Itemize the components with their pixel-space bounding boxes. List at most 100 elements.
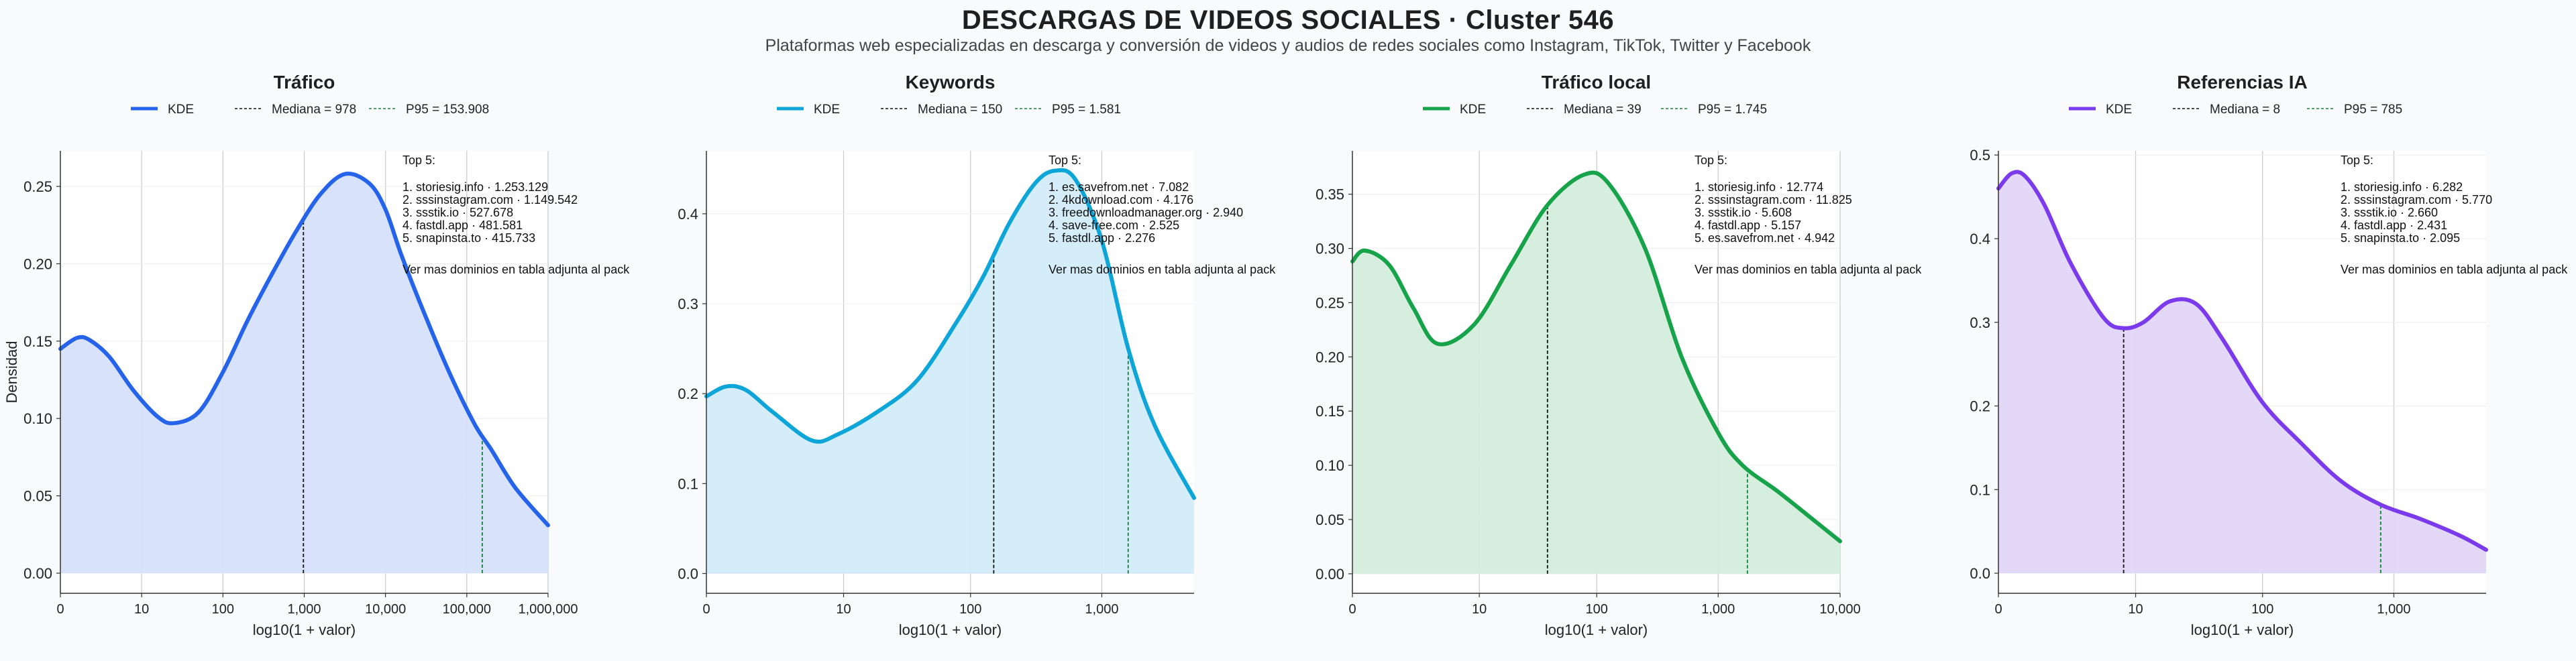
top5-item: 1. storiesig.info · 6.282 xyxy=(2341,180,2463,194)
top5-heading: Top 5: xyxy=(402,154,435,167)
top5-item: 1. storiesig.info · 1.253.129 xyxy=(402,180,548,194)
top5-item: 2. 4kdownload.com · 4.176 xyxy=(1049,193,1193,206)
y-tick-label: 0.25 xyxy=(23,178,52,195)
top5-item: 1. es.savefrom.net · 7.082 xyxy=(1049,180,1189,194)
chart-panel-3: Tráfico local KDE Mediana = 39 P95 = 1.745 0… xyxy=(1316,72,1922,638)
y-tick-label: 0.00 xyxy=(1316,566,1344,583)
x-tick-label: 0 xyxy=(1994,602,2002,617)
kde-area xyxy=(706,170,1194,574)
chart-title: Tráfico xyxy=(274,72,335,93)
x-tick-label: 100 xyxy=(959,602,981,617)
x-tick-label: 0 xyxy=(1348,602,1356,617)
chart-title: Referencias IA xyxy=(2177,72,2308,93)
x-tick-label: 10,000 xyxy=(365,602,406,617)
y-tick-label: 0.5 xyxy=(1970,147,1990,164)
top5-item: 4. fastdl.app · 481.581 xyxy=(402,219,523,232)
y-tick-label: 0.00 xyxy=(23,565,52,582)
y-tick-label: 0.20 xyxy=(1316,349,1344,365)
figure-title: DESCARGAS DE VIDEOS SOCIALES · Cluster 5… xyxy=(961,5,1615,35)
y-tick-label: 0.2 xyxy=(1970,398,1990,415)
y-tick-label: 0.0 xyxy=(1970,565,1990,582)
legend: KDE Mediana = 8 P95 = 785 xyxy=(2069,103,2402,117)
y-tick-label: 0.10 xyxy=(23,410,52,427)
x-tick-label: 0 xyxy=(56,602,64,617)
top5-item: 4. save-free.com · 2.525 xyxy=(1049,219,1179,232)
top5-heading: Top 5: xyxy=(2341,154,2373,167)
legend-p95-label: P95 = 1.745 xyxy=(1698,103,1767,117)
x-tick-label: 1,000 xyxy=(1701,602,1735,617)
legend-p95-label: P95 = 153.908 xyxy=(406,103,489,117)
y-tick-label: 0.1 xyxy=(678,475,698,492)
y-tick-label: 0.35 xyxy=(1316,186,1344,203)
x-tick-label: 10 xyxy=(2128,602,2143,617)
figure-header: DESCARGAS DE VIDEOS SOCIALES · Cluster 5… xyxy=(0,0,2576,60)
x-axis-label: log10(1 + valor) xyxy=(253,621,356,638)
y-tick-label: 0.05 xyxy=(23,488,52,505)
legend: KDE Mediana = 978 P95 = 153.908 xyxy=(131,103,489,117)
x-axis-label: log10(1 + valor) xyxy=(1545,621,1648,638)
y-tick-label: 0.20 xyxy=(23,255,52,272)
x-axis-label: log10(1 + valor) xyxy=(2191,621,2294,638)
x-tick-label: 10 xyxy=(1472,602,1487,617)
legend-median-label: Mediana = 150 xyxy=(918,103,1002,117)
x-tick-label: 1,000 xyxy=(287,602,321,617)
chart-title: Keywords xyxy=(906,72,996,93)
x-tick-label: 100 xyxy=(1586,602,1608,617)
y-tick-label: 0.10 xyxy=(1316,457,1344,474)
top5-footer: Ver mas dominios en tabla adjunta al pac… xyxy=(1049,263,1276,276)
top5-heading: Top 5: xyxy=(1695,154,1727,167)
y-tick-label: 0.1 xyxy=(1970,481,1990,498)
chart-panel-4: Referencias IA KDE Mediana = 8 P95 = 785 0.0… xyxy=(1970,72,2568,638)
x-tick-label: 0 xyxy=(702,602,710,617)
top5-item: 1. storiesig.info · 12.774 xyxy=(1695,180,1823,194)
figure-subtitle: Plataformas web especializadas en descar… xyxy=(765,36,1811,55)
y-tick-label: 0.4 xyxy=(1970,231,1990,247)
y-tick-label: 0.2 xyxy=(678,385,698,402)
chart-panel-1: Tráfico KDE Mediana = 978 P95 = 153.908 0.00… xyxy=(3,72,630,638)
top5-heading: Top 5: xyxy=(1049,154,1081,167)
legend-p95-label: P95 = 1.581 xyxy=(1052,103,1121,117)
x-tick-label: 1,000 xyxy=(2377,602,2410,617)
legend-p95-label: P95 = 785 xyxy=(2344,103,2402,117)
top5-item: 4. fastdl.app · 2.431 xyxy=(2341,219,2447,232)
x-tick-label: 10,000 xyxy=(1819,602,1860,617)
y-tick-label: 0.4 xyxy=(678,206,698,223)
x-axis-label: log10(1 + valor) xyxy=(899,621,1002,638)
x-tick-label: 100 xyxy=(212,602,234,617)
top5-item: 4. fastdl.app · 5.157 xyxy=(1695,219,1801,232)
legend: KDE Mediana = 150 P95 = 1.581 xyxy=(777,103,1121,117)
chart-panel-2: Keywords KDE Mediana = 150 P95 = 1.581 0.0 0.… xyxy=(678,72,1276,638)
y-tick-label: 0.05 xyxy=(1316,512,1344,528)
top5-footer: Ver mas dominios en tabla adjunta al pac… xyxy=(2341,263,2568,276)
kde-line xyxy=(1996,170,2488,552)
y-axis-label: Densidad xyxy=(3,341,20,404)
x-tick-label: 1,000 xyxy=(1085,602,1118,617)
legend-median-label: Mediana = 8 xyxy=(2210,103,2280,117)
y-tick-label: 0.30 xyxy=(1316,241,1344,257)
top5-item: 3. ssstik.io · 2.660 xyxy=(2341,206,2438,219)
top5-item: 5. snapinsta.to · 415.733 xyxy=(402,231,535,245)
legend-kde-label: KDE xyxy=(2106,103,2132,117)
top5-item: 3. ssstik.io · 5.608 xyxy=(1695,206,1792,219)
kde-area xyxy=(60,174,548,573)
chart-title: Tráfico local xyxy=(1542,72,1651,93)
y-tick-label: 0.15 xyxy=(1316,403,1344,420)
top5-footer: Ver mas dominios en tabla adjunta al pac… xyxy=(402,263,630,276)
x-tick-label: 10 xyxy=(134,602,149,617)
x-tick-label: 10 xyxy=(836,602,851,617)
top5-item: 5. snapinsta.to · 2.095 xyxy=(2341,231,2460,245)
y-tick-label: 0.0 xyxy=(678,565,698,582)
x-tick-label: 100,000 xyxy=(443,602,491,617)
top5-item: 2. sssinstagram.com · 1.149.542 xyxy=(402,193,578,206)
x-tick-label: 1,000,000 xyxy=(519,602,578,617)
top5-item: 2. sssinstagram.com · 5.770 xyxy=(2341,193,2492,206)
legend-median-label: Mediana = 39 xyxy=(1564,103,1642,117)
legend-kde-label: KDE xyxy=(814,103,840,117)
y-tick-label: 0.3 xyxy=(1970,314,1990,331)
top5-item: 3. freedownloadmanager.org · 2.940 xyxy=(1049,206,1243,219)
